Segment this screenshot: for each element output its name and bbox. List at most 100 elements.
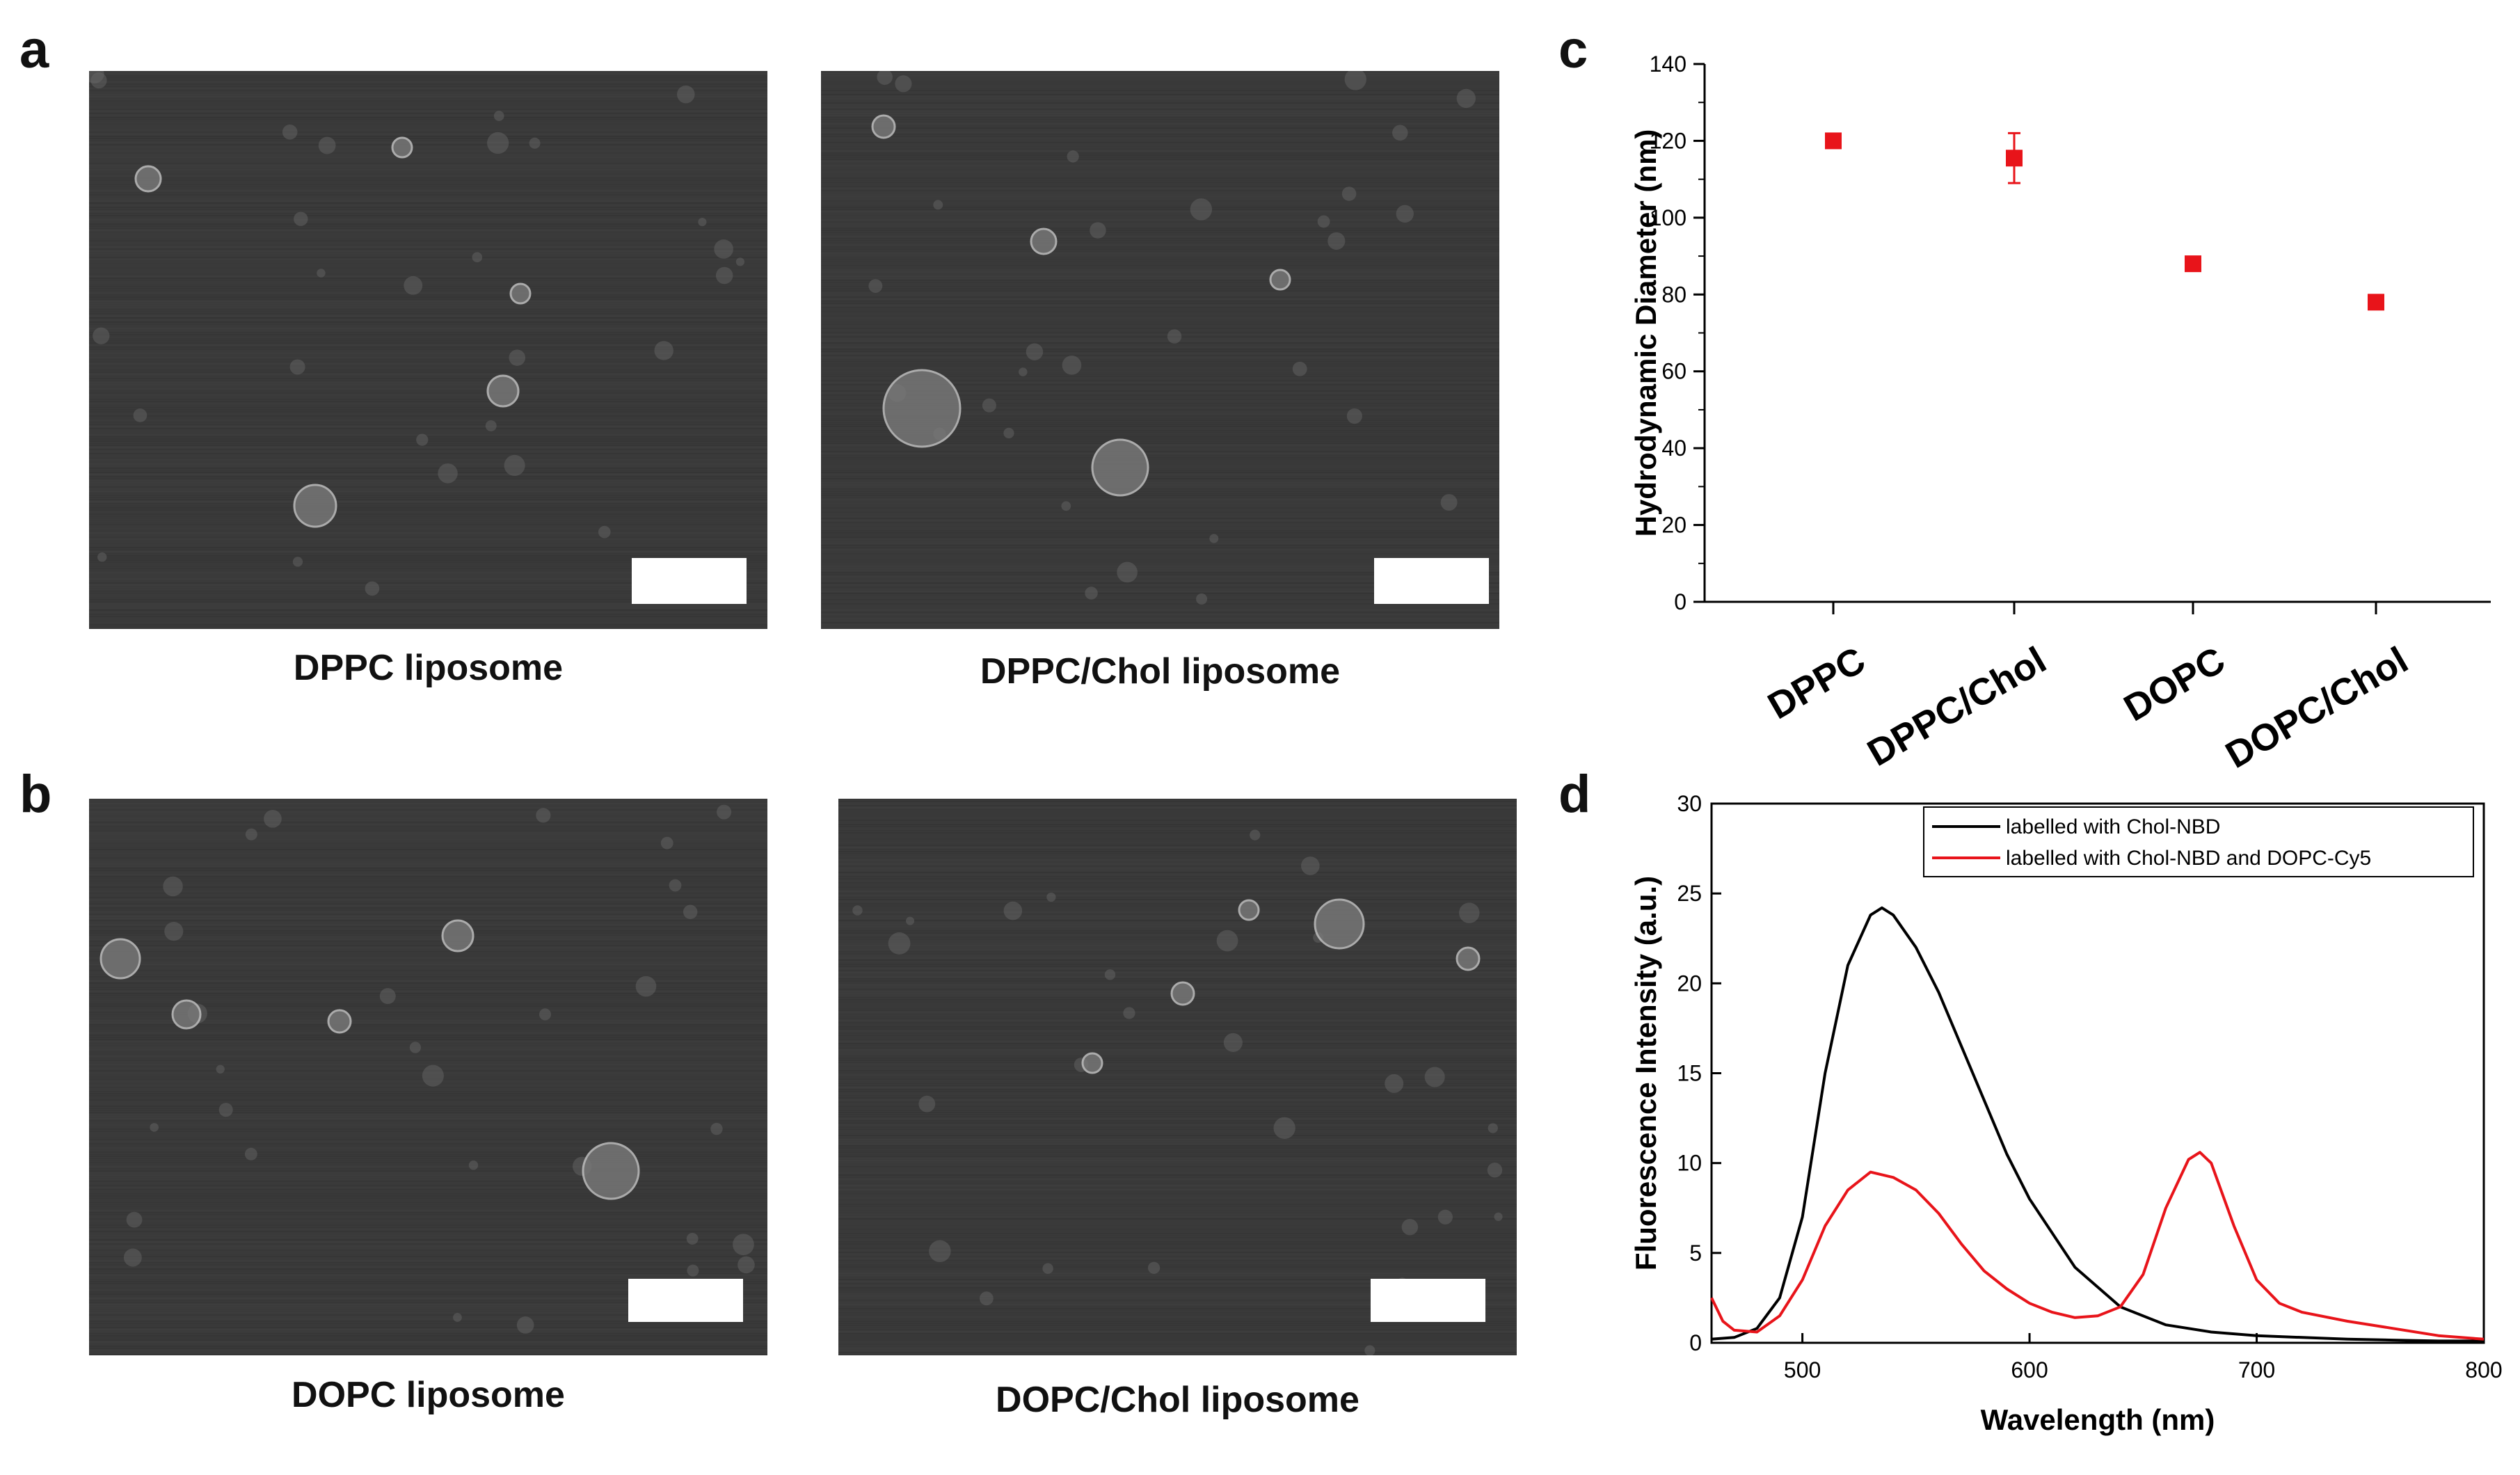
scan-line [89,369,767,371]
scan-line [89,480,767,481]
scan-line [89,250,767,252]
vesicle-spot [93,327,110,344]
data-point [2368,294,2384,311]
scan-line [89,190,767,191]
scan-line [838,974,1517,975]
scan-line [821,363,1499,365]
scan-line [838,807,1517,808]
scan-line [89,1039,767,1040]
vesicle-spot [1104,969,1116,980]
scan-line [89,240,767,241]
scan-line [838,1162,1517,1163]
scan-line [838,1316,1517,1318]
scan-line [821,205,1499,206]
vesicle-spot [404,276,423,295]
vesicle-spot [318,136,336,154]
scan-line [89,999,767,1000]
scan-line [89,317,767,319]
scan-line [838,1233,1517,1234]
scan-line [821,152,1499,154]
scan-line [838,1133,1517,1134]
y-tick-label: 0 [1689,1330,1702,1355]
scan-line [89,152,767,154]
scan-line [838,888,1517,890]
scan-line [89,430,767,431]
scan-line [821,536,1499,538]
scan-line [821,374,1499,375]
scan-line [89,382,767,383]
scan-line [89,564,767,565]
scan-line [821,228,1499,229]
scan-line [89,626,767,628]
scan-line [89,165,767,166]
scan-line [821,242,1499,244]
scan-line [821,365,1499,367]
scan-line [838,880,1517,882]
scan-line [89,503,767,504]
scan-line [89,924,767,925]
scan-line [89,453,767,454]
scan-line [89,1247,767,1249]
scan-line [89,566,767,567]
scan-line [89,609,767,611]
scan-line [821,541,1499,542]
micrograph-dopc-chol-texture [838,799,1517,1355]
scan-line [838,1304,1517,1305]
scan-line [821,113,1499,114]
scan-line [821,626,1499,628]
scan-line [821,213,1499,214]
scan-line [838,1039,1517,1040]
scan-line [89,978,767,980]
scan-line [821,265,1499,266]
scan-line [838,1258,1517,1259]
scan-line [89,211,767,212]
scan-line [89,75,767,77]
scan-line [821,284,1499,285]
vesicle-spot [714,239,733,259]
scan-line [821,217,1499,218]
scan-line [838,1273,1517,1274]
scan-line [821,278,1499,279]
scan-line [838,884,1517,886]
scan-line [89,484,767,486]
scan-line [89,1114,767,1115]
vesicle-spot [164,922,184,941]
scan-line [89,288,767,289]
scan-line [89,1321,767,1322]
scan-line [89,1258,767,1259]
scan-line [838,976,1517,978]
scan-line [89,134,767,135]
scan-line [89,580,767,582]
scan-line [838,1043,1517,1044]
scan-line [89,157,767,158]
scan-line [838,878,1517,879]
scan-line [838,945,1517,946]
scan-line [838,1179,1517,1180]
scan-line [89,549,767,550]
scan-line [89,472,767,473]
scan-line [89,934,767,936]
scan-line [838,1060,1517,1061]
scan-line [89,1083,767,1084]
scan-line [838,1095,1517,1097]
scan-line [89,962,767,963]
scan-line [838,1181,1517,1182]
scan-line [89,353,767,354]
scan-line [838,978,1517,980]
scan-line [838,1122,1517,1124]
y-tick-label: 5 [1689,1241,1702,1266]
scan-line [89,1346,767,1347]
scan-line [89,1327,767,1328]
scan-line [89,1331,767,1332]
scan-line [89,926,767,927]
vesicle-spot [1317,215,1330,228]
scan-line [838,870,1517,871]
scan-line [89,445,767,446]
scan-line [821,324,1499,325]
scan-line [821,614,1499,615]
scan-line [821,380,1499,381]
y-tick-label: 100 [1650,205,1686,230]
scan-line [821,125,1499,127]
scan-line [821,92,1499,93]
scan-line [89,1220,767,1222]
